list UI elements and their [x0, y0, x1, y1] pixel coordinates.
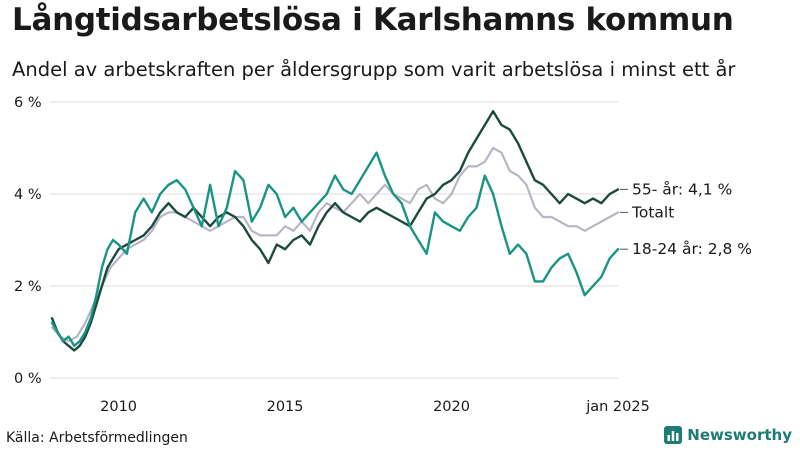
x-tick-label: jan 2025 — [585, 399, 650, 415]
x-tick-label: 2020 — [433, 399, 470, 415]
chart-subtitle: Andel av arbetskraften per åldersgrupp s… — [12, 58, 736, 81]
series-line-age_18_24 — [50, 151, 620, 347]
end-labels: Totalt 55- år: 4,1 % 18-24 år: 2,8 % — [620, 180, 752, 258]
gridlines — [50, 101, 618, 379]
series-lines — [50, 109, 620, 352]
source-note: Källa: Arbetsförmedlingen — [6, 430, 188, 446]
end-label-age_55_plus: 55- år: 4,1 % — [632, 180, 732, 198]
series-line-total — [50, 146, 620, 343]
y-tick-label: 4 % — [14, 187, 42, 203]
brand-name: Newsworthy — [687, 426, 792, 444]
line-chart: 0 % 2 % 4 % 6 % 2010 2015 2020 jan 2025 Totalt… — [14, 95, 752, 415]
x-tick-label: 2015 — [267, 399, 304, 415]
x-tick-label: 2010 — [100, 399, 137, 415]
y-tick-label: 0 % — [14, 371, 42, 387]
chart-title: Långtidsarbetslösa i Karlshamns kommun — [12, 2, 734, 38]
y-tick-label: 6 % — [14, 95, 42, 111]
series-line-age_55_plus — [50, 109, 620, 352]
end-label-age_18_24: 18-24 år: 2,8 % — [632, 240, 752, 258]
brand-logo: Newsworthy — [664, 426, 792, 444]
y-tick-label: 2 % — [14, 279, 42, 295]
end-label-total: Totalt — [631, 203, 674, 221]
x-axis-labels: 2010 2015 2020 jan 2025 — [100, 399, 650, 415]
y-axis-labels: 0 % 2 % 4 % 6 % — [14, 95, 42, 387]
newsworthy-logo-icon — [664, 426, 683, 444]
